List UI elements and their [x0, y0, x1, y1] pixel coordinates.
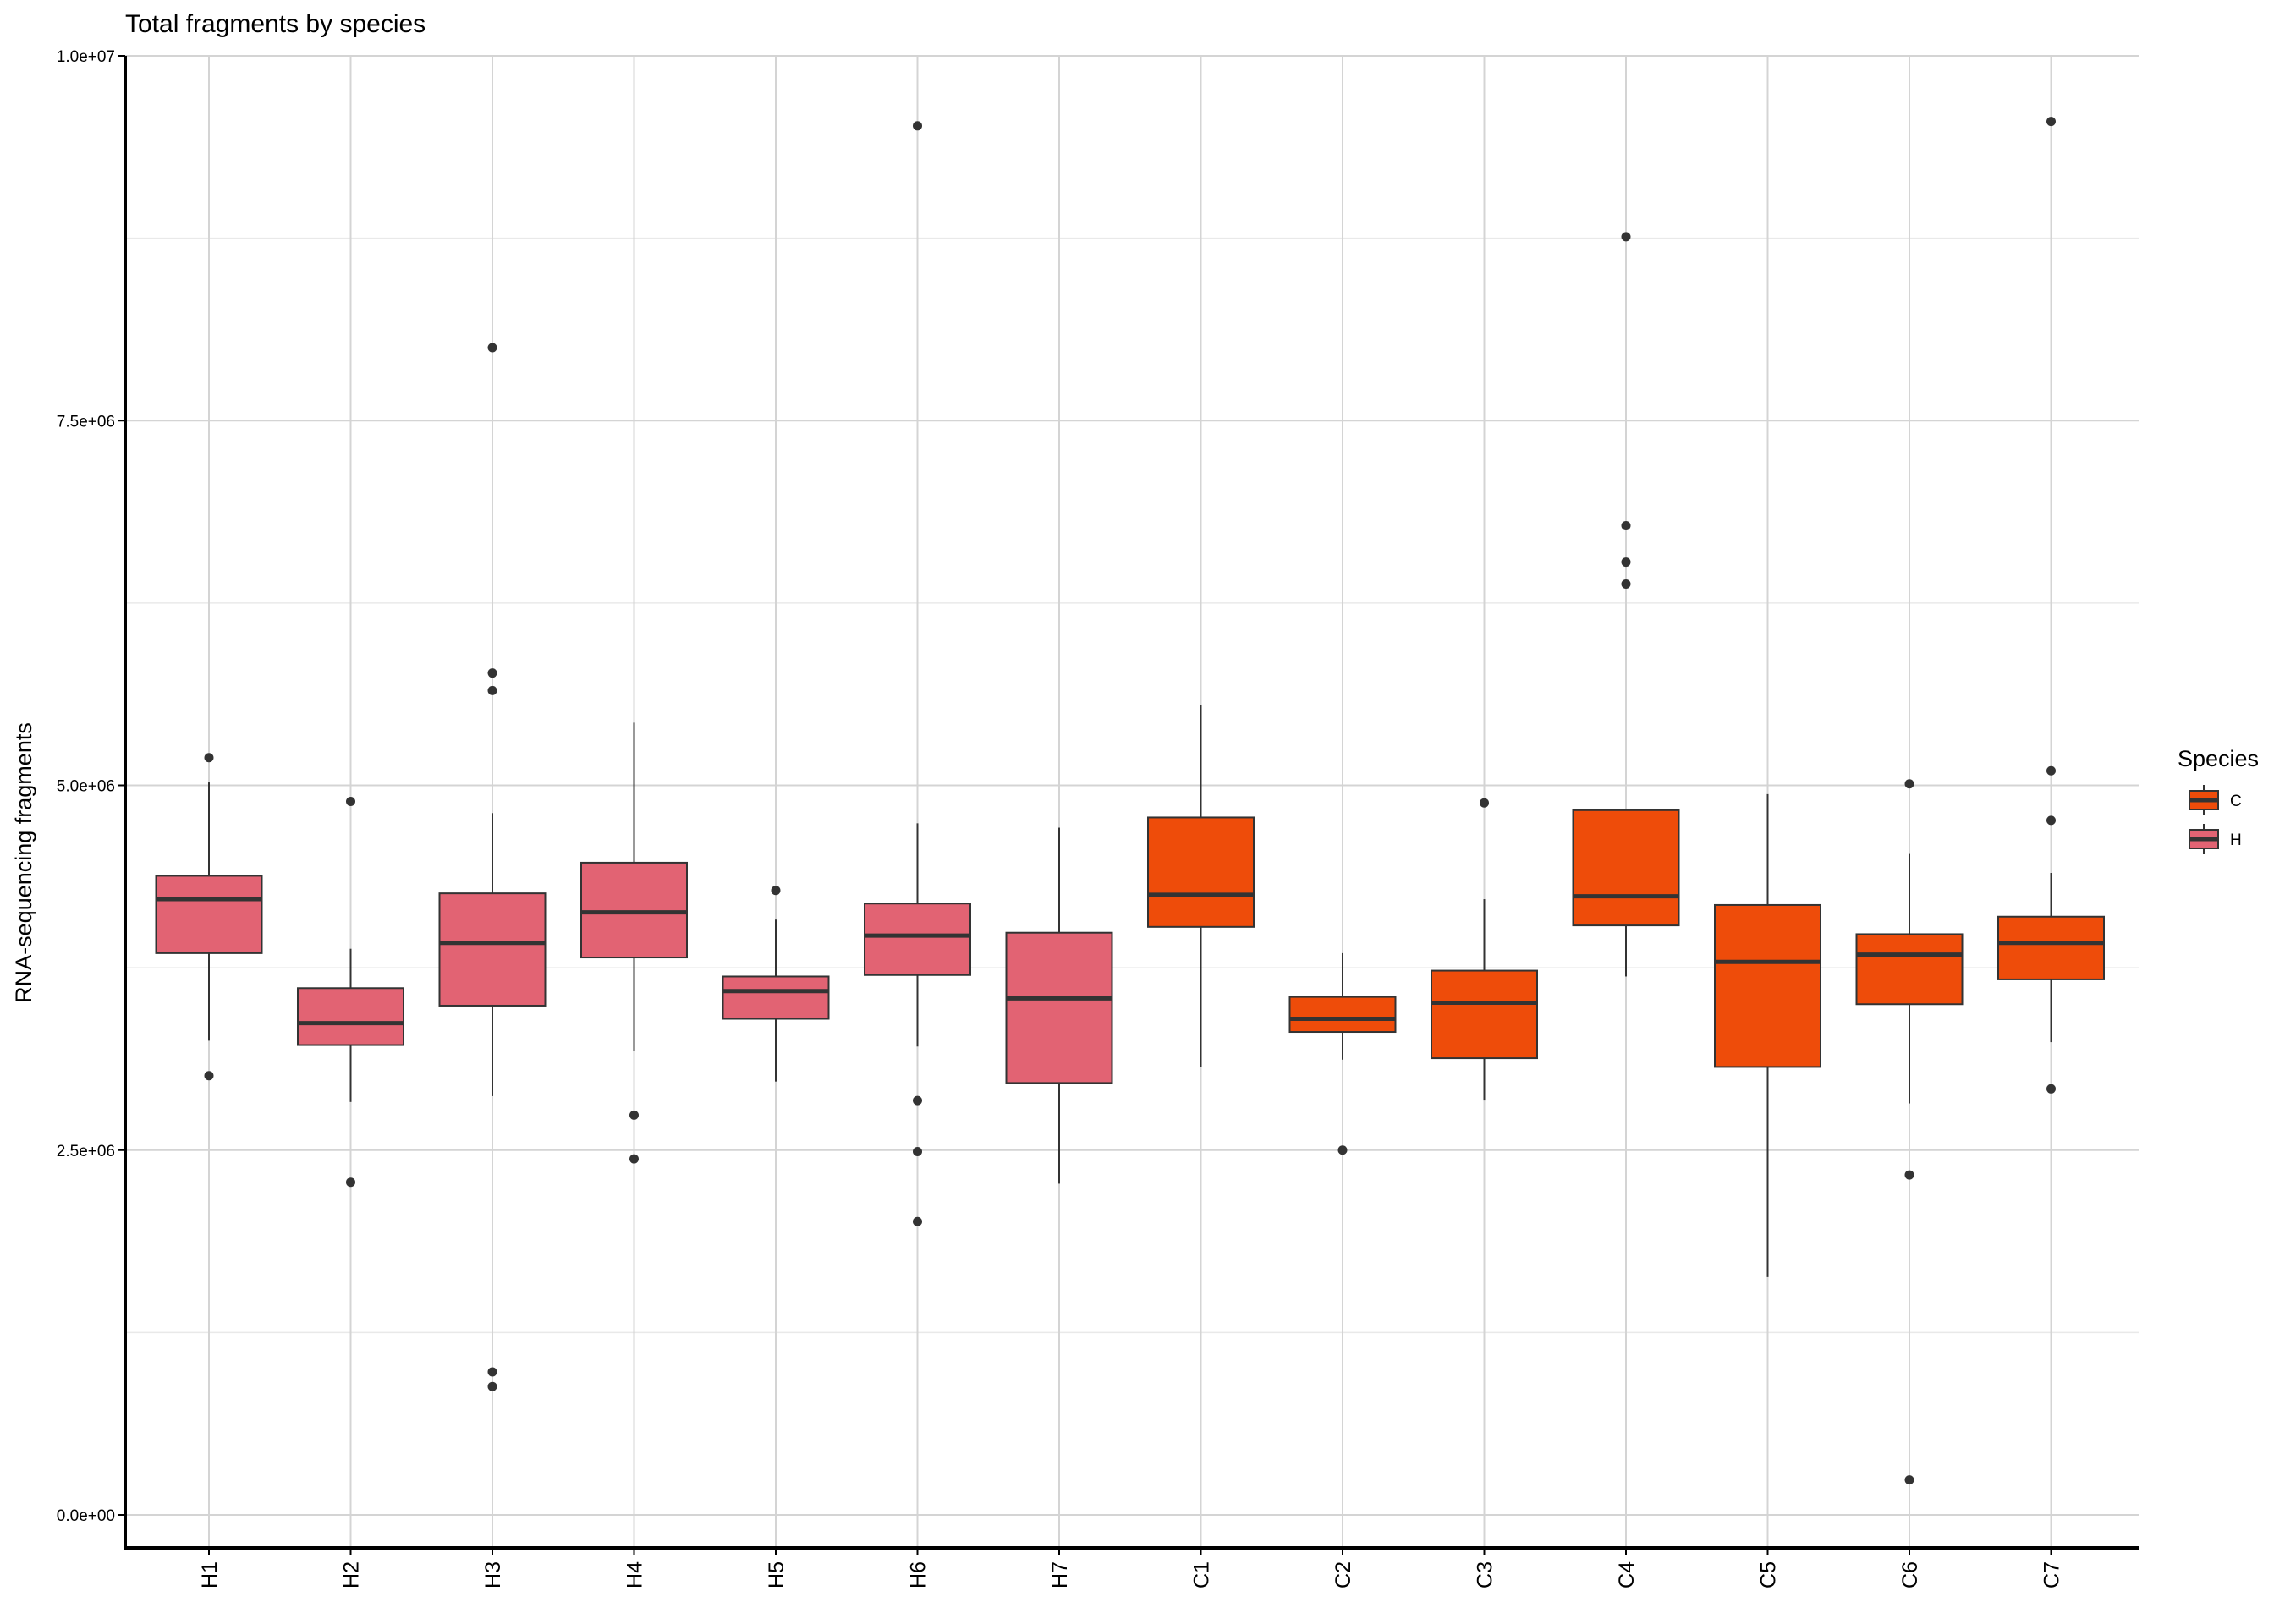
box-iqr — [1572, 809, 1680, 927]
outlier-point — [1480, 798, 1489, 808]
box-iqr — [1714, 903, 1821, 1068]
x-tick-label: C6 — [1898, 1561, 1922, 1588]
outlier-point — [913, 1146, 922, 1156]
x-tick-label: H6 — [907, 1561, 931, 1588]
outlier-point — [2046, 765, 2056, 776]
outlier-point — [487, 1367, 497, 1377]
box-iqr — [1997, 915, 2105, 980]
box-iqr — [722, 975, 830, 1020]
x-tick-label: H5 — [765, 1561, 788, 1588]
outlier-point — [913, 1095, 922, 1106]
outlier-point — [771, 886, 781, 896]
x-tick-label: C1 — [1190, 1561, 1214, 1588]
legend-label: H — [2230, 831, 2242, 849]
outlier-point — [1904, 779, 1914, 789]
outlier-point — [204, 1071, 214, 1081]
x-tick-label: H1 — [198, 1561, 222, 1588]
outlier-point — [1621, 232, 1631, 242]
box-H2 — [297, 796, 404, 1188]
box-iqr — [1147, 816, 1255, 928]
x-tick-label: H3 — [481, 1561, 505, 1588]
box-C7 — [1997, 117, 2105, 1094]
chart-title: Total fragments by species — [125, 10, 426, 38]
outlier-point — [204, 753, 214, 763]
outlier-point — [913, 121, 922, 131]
x-tick-label: C4 — [1615, 1561, 1639, 1588]
box-iqr — [1431, 969, 1538, 1060]
outlier-point — [629, 1110, 639, 1120]
box-iqr — [1855, 933, 1964, 1006]
outlier-point — [2046, 1084, 2056, 1094]
box-iqr — [580, 861, 688, 959]
y-axis-label: RNA-sequencing fragments — [11, 722, 36, 1003]
box-C1 — [1147, 705, 1255, 1067]
outlier-point — [1904, 1475, 1914, 1485]
box-C4 — [1572, 232, 1680, 977]
box-C6 — [1855, 779, 1964, 1485]
box-H6 — [864, 121, 971, 1226]
box-C3 — [1431, 798, 1538, 1101]
outlier-point — [629, 1154, 639, 1164]
legend-title: Species — [2178, 746, 2259, 771]
legend-label: C — [2230, 793, 2242, 810]
outlier-point — [487, 1381, 497, 1391]
y-tick-label: 7.5e+06 — [57, 413, 115, 431]
x-tick-label: C3 — [1474, 1561, 1497, 1588]
y-tick-label: 1.0e+07 — [57, 48, 115, 66]
x-tick-label: H4 — [623, 1561, 647, 1588]
box-iqr — [1288, 996, 1397, 1034]
box-iqr — [297, 987, 404, 1046]
box-iqr — [1005, 931, 1113, 1084]
box-C2 — [1288, 952, 1397, 1155]
outlier-point — [346, 796, 355, 806]
box-H5 — [722, 886, 830, 1082]
outlier-point — [487, 343, 497, 353]
outlier-point — [1337, 1145, 1348, 1155]
axes: 0.0e+00 2.5e+06 5.0e+06 7.5e+06 1.0e+07 H1 H2 H… — [57, 48, 2139, 1588]
box-C5 — [1714, 793, 1821, 1277]
outlier-point — [2046, 815, 2056, 826]
outlier-point — [1621, 579, 1631, 589]
outlier-point — [1621, 520, 1631, 530]
box-H4 — [580, 722, 688, 1164]
box-H7 — [1005, 827, 1113, 1184]
legend-entry-C: C — [2189, 785, 2242, 815]
box-H1 — [155, 753, 263, 1081]
box-iqr — [155, 875, 263, 954]
outlier-point — [913, 1216, 922, 1226]
box-H3 — [438, 343, 547, 1391]
x-tick-label: C2 — [1332, 1561, 1355, 1588]
box-iqr — [864, 903, 971, 976]
outlier-point — [1904, 1170, 1914, 1180]
box-iqr — [438, 892, 547, 1007]
legend-entry-H: H — [2189, 824, 2242, 854]
outlier-point — [487, 668, 497, 678]
outlier-point — [346, 1177, 355, 1188]
outlier-point — [2046, 117, 2056, 127]
x-tick-label: C5 — [1757, 1561, 1781, 1588]
legend: Species C H — [2178, 746, 2259, 854]
y-tick-label: 2.5e+06 — [57, 1143, 115, 1160]
grid-lines — [125, 55, 2139, 1548]
y-tick-label: 5.0e+06 — [57, 778, 115, 796]
boxes — [155, 117, 2105, 1485]
outlier-point — [487, 685, 497, 695]
outlier-point — [1621, 557, 1631, 568]
x-tick-label: C7 — [2041, 1561, 2064, 1588]
y-tick-label: 0.0e+00 — [57, 1507, 115, 1525]
x-tick-label: H7 — [1048, 1561, 1072, 1588]
x-tick-label: H2 — [340, 1561, 364, 1588]
